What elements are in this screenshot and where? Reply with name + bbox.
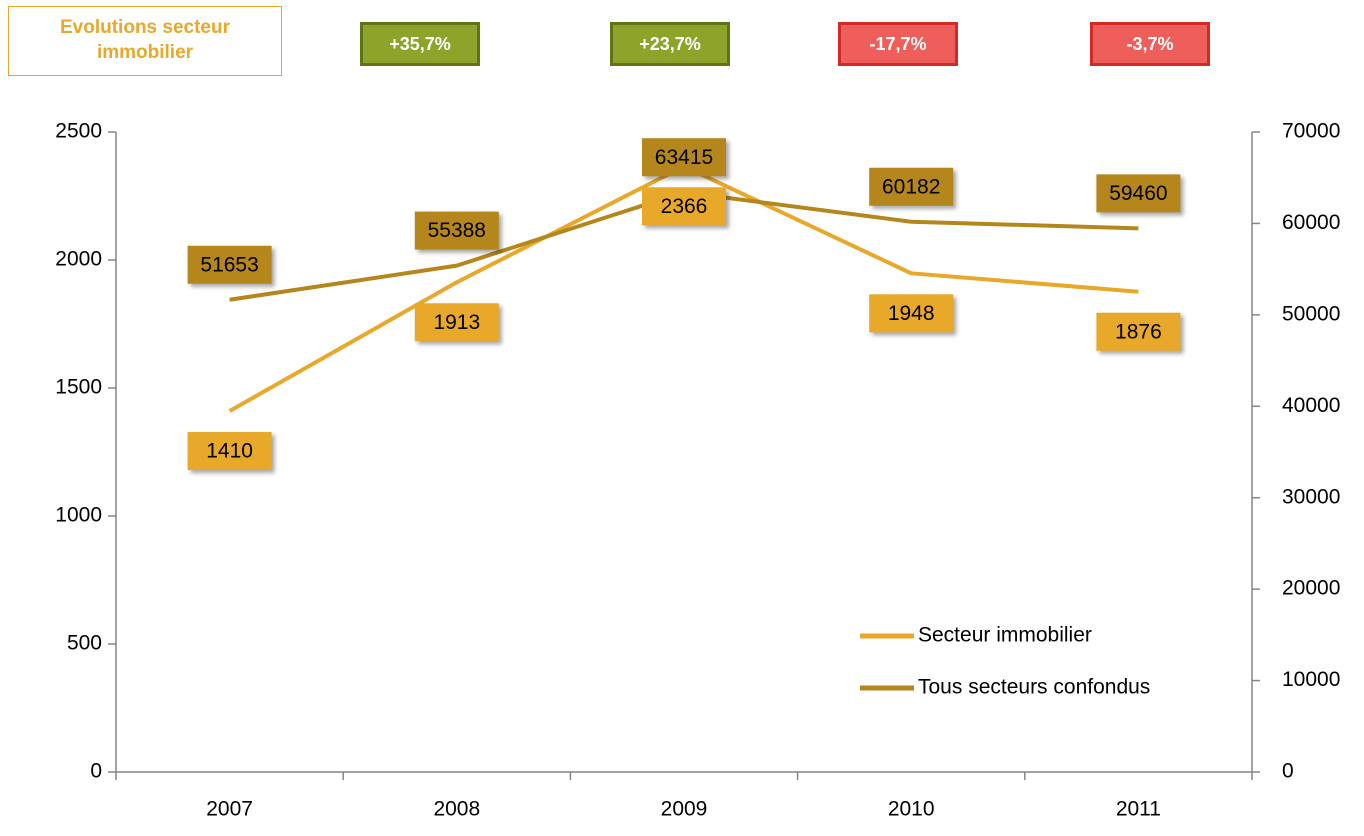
data-label-box (869, 294, 954, 333)
y2-tick-label: 20000 (1282, 577, 1340, 600)
y2-tick-label: 0 (1282, 760, 1294, 783)
y-tick-label: 1000 (55, 504, 102, 527)
x-tick-label: 2007 (206, 798, 253, 821)
data-label: 1876 (1096, 312, 1181, 351)
data-label-box (1096, 174, 1181, 213)
y-tick-label: 2500 (55, 120, 102, 143)
data-label-text: 1410 (206, 440, 253, 463)
legend-label: Secteur immobilier (918, 624, 1092, 647)
data-label-box (187, 432, 272, 471)
change-badge: -17,7% (838, 22, 958, 66)
data-label-text: 55388 (428, 219, 486, 242)
change-badge: +35,7% (360, 22, 480, 66)
data-label: 1410 (187, 432, 272, 471)
data-label-text: 59460 (1109, 182, 1167, 205)
data-label-text: 2366 (661, 195, 708, 218)
x-tick-label: 2009 (661, 798, 708, 821)
data-label: 55388 (414, 211, 499, 250)
y-tick-label: 2000 (55, 248, 102, 271)
data-label-box (187, 245, 272, 284)
data-label-text: 1948 (888, 302, 935, 325)
y-tick-label: 1500 (55, 376, 102, 399)
y2-tick-label: 50000 (1282, 302, 1340, 325)
data-label-text: 51653 (200, 253, 258, 276)
y-tick-label: 500 (67, 632, 102, 655)
data-label-box (869, 167, 954, 206)
y2-tick-label: 30000 (1282, 485, 1340, 508)
y2-tick-label: 70000 (1282, 120, 1340, 143)
change-badge: +23,7% (610, 22, 730, 66)
x-tick-label: 2011 (1116, 798, 1161, 821)
data-label: 51653 (187, 245, 272, 284)
data-label-text: 1876 (1115, 320, 1162, 343)
data-label-box (1096, 312, 1181, 351)
data-label-box (642, 187, 726, 226)
y-tick-label: 0 (90, 760, 102, 783)
data-label-text: 1913 (433, 311, 480, 334)
data-label: 59460 (1096, 174, 1181, 213)
data-label-box (414, 303, 499, 342)
chart-title: Evolutions secteur immobilier (8, 6, 282, 76)
data-label-box (642, 138, 726, 177)
data-label: 2366 (642, 187, 726, 226)
data-label: 63415 (642, 138, 726, 177)
data-label-box (414, 211, 499, 250)
x-tick-label: 2010 (888, 798, 935, 821)
data-label: 1948 (869, 294, 954, 333)
y2-tick-label: 40000 (1282, 394, 1340, 417)
y2-tick-label: 10000 (1282, 668, 1340, 691)
data-label: 60182 (869, 167, 954, 206)
data-label-text: 63415 (655, 146, 713, 169)
data-label: 1913 (414, 303, 499, 342)
change-badge: -3,7% (1090, 22, 1210, 66)
data-label-text: 60182 (882, 175, 940, 198)
x-tick-label: 2008 (433, 798, 480, 821)
legend-label: Tous secteurs confondus (918, 676, 1150, 699)
y2-tick-label: 60000 (1282, 211, 1340, 234)
